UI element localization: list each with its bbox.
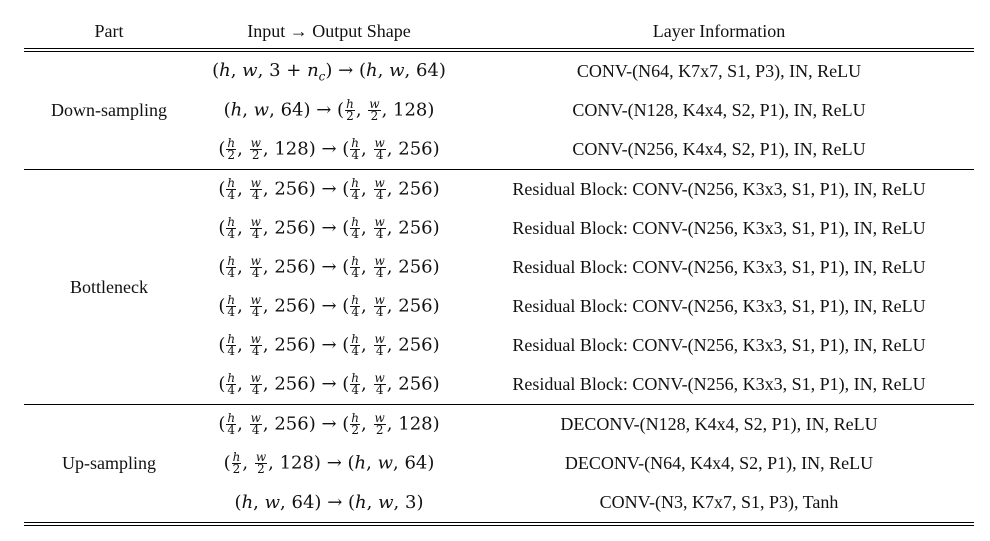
part-label: Bottleneck	[70, 276, 148, 297]
layer-info-cell: Residual Block: CONV-(N256, K3x3, S1, P1…	[512, 374, 926, 394]
layer-info-cell: Residual Block: CONV-(N256, K3x3, S1, P1…	[512, 257, 926, 277]
layer-info-cell: DECONV-(N128, K4x4, S2, P1), IN, ReLU	[560, 414, 878, 434]
layer-info-cell: CONV-(N64, K7x7, S1, P3), IN, ReLU	[576, 61, 862, 81]
part-label: Up-sampling	[62, 453, 156, 473]
table-row: (h, w, 64) → (h, w, 3) CONV-(N3, K7x7, S1…	[194, 483, 974, 522]
header-info: Layer Information	[652, 20, 786, 41]
layer-info-cell: CONV-(N256, K4x4, S2, P1), IN, ReLU	[572, 139, 866, 159]
layer-info-cell: CONV-(N3, K7x7, S1, P3), Tanh	[599, 492, 839, 512]
bottom-double-rule	[24, 522, 974, 526]
table-body: Down-sampling (h, w, 3 + nc) → (h, w, 64)…	[24, 52, 974, 522]
header-shape: Input → Output Shape	[247, 20, 411, 41]
layer-info-cell: Residual Block: CONV-(N256, K3x3, S1, P1…	[512, 335, 926, 355]
part-label: Down-sampling	[51, 100, 167, 120]
layer-info-cell: CONV-(N128, K4x4, S2, P1), IN, ReLU	[572, 100, 866, 120]
header-part: Part	[94, 20, 124, 41]
layer-info-cell: Residual Block: CONV-(N256, K3x3, S1, P1…	[512, 218, 926, 238]
group-divider-rule	[24, 169, 974, 170]
group-divider-rule	[24, 404, 974, 405]
table-header-row: Part Input → Output Shape Layer Informat…	[24, 14, 974, 48]
layer-info-cell: Residual Block: CONV-(N256, K3x3, S1, P1…	[512, 296, 926, 316]
layer-info-cell: Residual Block: CONV-(N256, K3x3, S1, P1…	[512, 179, 926, 199]
layer-info-cell: DECONV-(N64, K4x4, S2, P1), IN, ReLU	[564, 453, 874, 473]
shape-cell: (h, w, 64) → (h, w, 3)	[234, 492, 424, 513]
table-row: (h, w, 3 + nc) → (h, w, 64) CONV-(N64, K7…	[194, 52, 974, 91]
header-double-rule	[24, 48, 974, 52]
table-group: Down-sampling (h, w, 3 + nc) → (h, w, 64)…	[24, 52, 974, 169]
shape-cell: (h, w, 3 + nc) → (h, w, 64)	[212, 59, 446, 84]
architecture-table: Part Input → Output Shape Layer Informat…	[24, 14, 974, 526]
